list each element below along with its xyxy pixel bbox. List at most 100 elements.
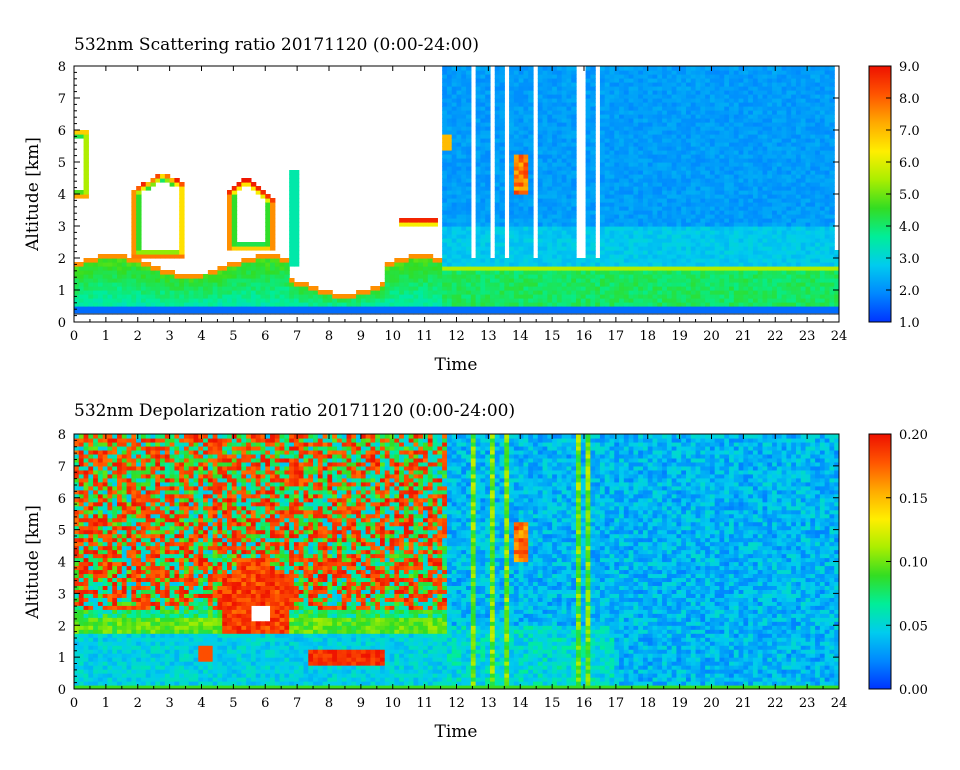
heatmap-cell	[513, 74, 520, 79]
heatmap-cell	[733, 66, 740, 71]
heatmap-cell	[518, 110, 525, 115]
heatmap-cell	[623, 182, 630, 187]
heatmap-cell	[313, 306, 319, 311]
heatmap-cell	[666, 118, 673, 123]
heatmap-cell	[666, 210, 673, 215]
heatmap-cell	[633, 134, 639, 139]
heatmap-cell	[757, 118, 764, 123]
heatmap-cell	[729, 214, 735, 219]
heatmap-cell	[399, 262, 405, 267]
heatmap-cell	[729, 266, 735, 271]
heatmap-cell	[461, 254, 467, 259]
heatmap-cell	[714, 230, 721, 235]
heatmap-cell	[547, 118, 553, 123]
heatmap-cell	[83, 290, 89, 295]
heatmap-cell	[231, 290, 238, 295]
heatmap-cell	[131, 230, 137, 235]
heatmap-cell	[160, 294, 166, 299]
heatmap-cell	[509, 82, 515, 87]
heatmap-cell	[657, 158, 663, 163]
heatmap-cell	[126, 282, 132, 287]
heatmap-cell	[628, 286, 635, 291]
heatmap-cell	[681, 66, 687, 71]
heatmap-cell	[604, 70, 611, 75]
heatmap-cell	[485, 254, 491, 259]
heatmap-cell	[513, 298, 520, 303]
heatmap-cell	[719, 118, 725, 123]
heatmap-cell	[513, 270, 520, 275]
heatmap-cell	[561, 246, 568, 251]
heatmap-cell	[494, 282, 501, 287]
heatmap-cell	[695, 194, 701, 199]
heatmap-cell	[475, 98, 482, 103]
heatmap-cell	[547, 250, 553, 255]
heatmap-cell	[561, 242, 568, 247]
heatmap-cell	[590, 178, 596, 183]
heatmap-cell	[752, 122, 759, 127]
heatmap-cell	[662, 110, 668, 115]
heatmap-cell	[571, 102, 577, 107]
heatmap-cell	[709, 70, 716, 75]
heatmap-cell	[112, 258, 118, 263]
heatmap-cell	[107, 262, 113, 267]
heatmap-cell	[700, 74, 706, 79]
heatmap-cell	[461, 266, 467, 271]
heatmap-cell	[638, 118, 644, 123]
heatmap-cell	[657, 282, 663, 287]
heatmap-cell	[480, 166, 486, 171]
heatmap-cell	[757, 126, 764, 131]
heatmap-cell	[676, 162, 682, 167]
heatmap-cell	[188, 306, 195, 311]
heatmap-cell	[78, 302, 85, 307]
heatmap-cell	[743, 186, 749, 191]
heatmap-cell	[733, 230, 740, 235]
heatmap-cell	[494, 238, 501, 243]
heatmap-cell	[499, 202, 505, 207]
heatmap-cell	[547, 262, 553, 267]
heatmap-cell	[614, 126, 620, 131]
heatmap-cell	[590, 254, 596, 259]
heatmap-cell	[666, 290, 673, 295]
heatmap-cell	[561, 66, 568, 71]
heatmap-cell	[446, 270, 453, 275]
heatmap-cell	[757, 154, 764, 159]
heatmap-cell	[599, 110, 606, 115]
heatmap-cell	[528, 258, 534, 263]
heatmap-cell	[657, 210, 663, 215]
heatmap-cell	[566, 74, 572, 79]
heatmap-cell	[748, 174, 754, 179]
heatmap-cell	[461, 106, 467, 111]
heatmap-cell	[566, 270, 572, 275]
heatmap-cell	[399, 222, 405, 227]
heatmap-cell	[623, 266, 630, 271]
heatmap-cell	[580, 258, 587, 263]
heatmap-cell	[375, 286, 381, 291]
heatmap-cell	[499, 118, 505, 123]
heatmap-cell	[566, 274, 572, 279]
heatmap-cell	[399, 286, 405, 291]
heatmap-cell	[733, 158, 740, 163]
heatmap-cell	[738, 290, 744, 295]
heatmap-cell	[552, 258, 558, 263]
heatmap-cell	[480, 106, 486, 111]
heatmap-cell	[738, 306, 744, 311]
heatmap-cell	[662, 126, 668, 131]
heatmap-cell	[556, 170, 563, 175]
heatmap-cell	[647, 158, 654, 163]
heatmap-cell	[513, 178, 520, 183]
heatmap-cell	[671, 194, 678, 199]
heatmap-cell	[270, 258, 276, 263]
heatmap-cell	[494, 306, 501, 311]
heatmap-cell	[480, 134, 486, 139]
heatmap-cell	[705, 202, 711, 207]
heatmap-cell	[289, 202, 295, 207]
heatmap-cell	[222, 274, 228, 279]
heatmap-cell	[676, 246, 682, 251]
heatmap-cell	[652, 138, 658, 143]
heatmap-cell	[590, 290, 596, 295]
heatmap-cell	[480, 234, 486, 239]
heatmap-cell	[748, 66, 754, 71]
heatmap-cell	[78, 262, 85, 267]
heatmap-cell	[566, 310, 572, 315]
heatmap-cell	[437, 286, 443, 291]
